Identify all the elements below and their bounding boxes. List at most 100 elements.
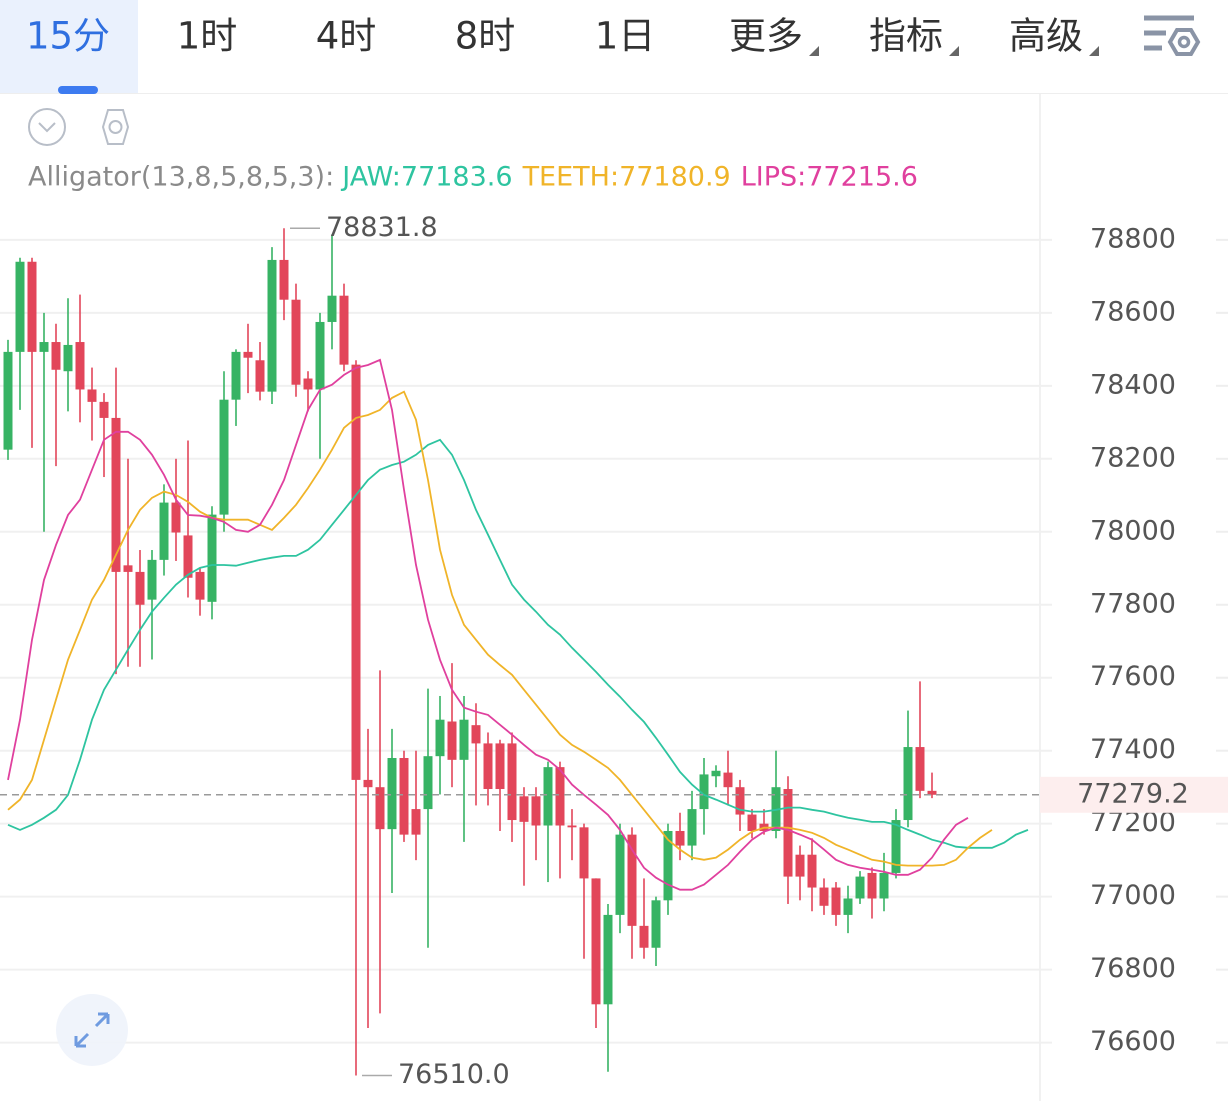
candle-body (183, 535, 193, 578)
candle-body (627, 834, 637, 926)
candle-body (39, 342, 49, 352)
candle-body (243, 351, 253, 358)
dropdown-caret (809, 46, 819, 56)
y-tick-label: 77400 (1090, 734, 1176, 765)
tab-label[interactable]: 1日 (595, 15, 656, 58)
icon-circle (28, 108, 66, 146)
tab-label[interactable]: 8时 (455, 15, 516, 58)
candle-body (123, 565, 133, 572)
last-price-bg (1040, 776, 1228, 813)
candle-body (159, 502, 169, 560)
y-tick-label: 78400 (1090, 369, 1176, 400)
candle-body (543, 767, 553, 826)
candle-body (819, 887, 829, 906)
candle-body (639, 925, 649, 948)
candle-body (603, 914, 613, 1005)
candle-body (843, 898, 853, 915)
candle-body (99, 401, 109, 418)
low-marker-label: 76510.0 (398, 1059, 510, 1090)
candle-body (747, 814, 757, 831)
expand-icon (74, 1012, 110, 1048)
candle-body (267, 259, 277, 392)
candle-body (723, 772, 733, 788)
icon-hexagon (1167, 28, 1201, 56)
indicator-line (7, 438, 1029, 849)
y-tick-label: 78000 (1090, 515, 1176, 546)
candle-body (3, 351, 13, 450)
candle-body (339, 295, 349, 365)
tab-label[interactable]: 4时 (316, 15, 377, 58)
active-tab-indicator (58, 86, 98, 94)
candle-body (15, 261, 25, 352)
candle-body (315, 321, 325, 390)
candle-body (891, 820, 901, 873)
candle-body (651, 900, 661, 948)
candle-body (447, 721, 457, 760)
y-tick-label: 78600 (1090, 296, 1176, 327)
candle-body (363, 779, 373, 788)
candle-body (579, 827, 589, 879)
plot: 7660076800770007720077400776007780078000… (0, 212, 1228, 1090)
candle-body (675, 830, 685, 846)
candle-body (855, 876, 865, 899)
candle-body (27, 261, 37, 352)
candle-body (699, 774, 709, 810)
candle-body (51, 342, 61, 370)
indicator-label: Alligator(13,8,5,8,5,3): (28, 162, 334, 193)
candle-body (147, 559, 157, 600)
candle-body (351, 364, 361, 780)
y-tick-label: 77000 (1090, 880, 1176, 911)
tab-label[interactable]: 高级 (1009, 15, 1083, 58)
tab-label[interactable]: 指标 (869, 15, 943, 58)
candle-body (567, 825, 577, 828)
candle-body (795, 854, 805, 877)
candle-body (807, 854, 817, 888)
candle-body (171, 502, 181, 533)
icon-dot (108, 120, 123, 134)
candle-body (327, 295, 337, 322)
candle-body (135, 571, 145, 605)
candle-body (303, 378, 313, 390)
candle-body (615, 834, 625, 915)
candle-body (483, 743, 493, 790)
candle-body (471, 725, 481, 744)
candle-body (831, 887, 841, 915)
candle-body (879, 872, 889, 899)
indicator-line (7, 390, 993, 867)
candle-body (423, 756, 433, 810)
candle-body (903, 747, 913, 821)
candle-body (207, 514, 217, 602)
candle-body (927, 790, 937, 795)
candle-body (591, 878, 601, 1005)
candle-body (111, 417, 121, 572)
candle-body (387, 758, 397, 830)
indicator-settings-button[interactable] (101, 109, 130, 145)
last-price-label: 77279.2 (1077, 778, 1189, 809)
y-tick-label: 77600 (1090, 661, 1176, 692)
tab-label[interactable]: 15分 (26, 15, 110, 58)
candle-body (495, 743, 505, 790)
button-bg (56, 994, 128, 1066)
candle-body (291, 299, 301, 385)
indicator-value: TEETH:77180.9 (522, 162, 731, 193)
dropdown-caret (1089, 46, 1099, 56)
indicator-value: JAW:77183.6 (340, 162, 512, 193)
candle-body (195, 571, 205, 600)
tab-label[interactable]: 1时 (177, 15, 238, 58)
candle-body (735, 787, 745, 815)
candle-body (279, 259, 289, 300)
candle-body (555, 767, 565, 826)
icon-hexagon (101, 109, 130, 145)
icon-dot (1177, 35, 1191, 49)
tab-label[interactable]: 更多 (729, 15, 803, 58)
settings-icon[interactable] (1144, 15, 1201, 56)
candle-body (231, 351, 241, 400)
expand-button[interactable] (56, 994, 128, 1066)
collapse-button[interactable] (28, 108, 66, 146)
y-tick-label: 78800 (1090, 223, 1176, 254)
candle-body (75, 342, 85, 390)
icon-chevron (38, 122, 56, 133)
candle-body (219, 399, 229, 515)
